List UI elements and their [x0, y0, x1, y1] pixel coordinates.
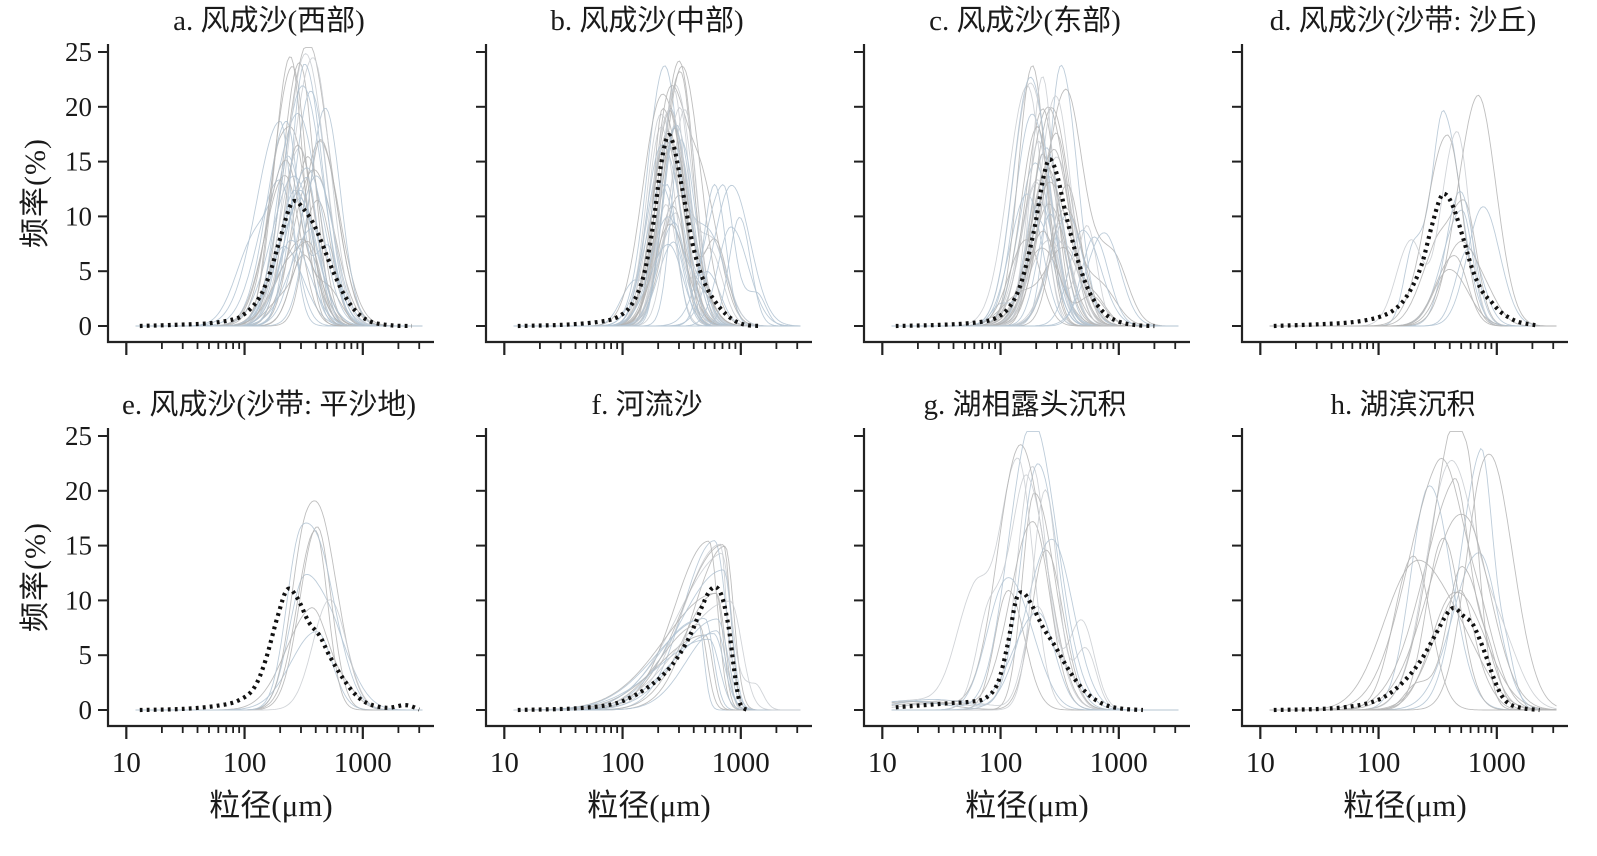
svg-text:10: 10 — [112, 747, 141, 779]
panel-f-plot: 10 100 1000 — [476, 428, 812, 779]
svg-text:10: 10 — [1246, 747, 1275, 779]
svg-text:0: 0 — [79, 695, 93, 725]
svg-text:10: 10 — [490, 747, 519, 779]
panel-b: b. 风成沙(中部) — [442, 2, 820, 362]
svg-text:20: 20 — [65, 476, 92, 506]
panel-c-title: c. 风成沙(东部) — [929, 5, 1121, 37]
y-axis-gutter-row1: 频率(%) — [0, 28, 64, 358]
panel-d-title: d. 风成沙(沙带: 沙丘) — [1269, 5, 1537, 37]
panel-b-plot — [476, 44, 812, 355]
panel-a-title: a. 风成沙(西部) — [173, 5, 365, 37]
panel-e: e. 风成沙(沙带: 平沙地) 0 5 10 15 20 25 10 100 1000 粒径(μ… — [64, 386, 442, 828]
svg-text:1000: 1000 — [334, 747, 392, 779]
svg-text:5: 5 — [79, 640, 93, 670]
svg-text:25: 25 — [65, 37, 92, 67]
panel-d: d. 风成沙(沙带: 沙丘) — [1198, 2, 1576, 362]
svg-text:1000: 1000 — [1468, 747, 1526, 779]
svg-text:15: 15 — [65, 531, 92, 561]
x-axis-title-col1: 粒径(μm) — [209, 788, 333, 823]
svg-text:5: 5 — [79, 256, 93, 286]
y-axis-title-row1: 频率(%) — [19, 138, 53, 248]
svg-text:100: 100 — [1357, 747, 1401, 779]
svg-text:100: 100 — [979, 747, 1023, 779]
panel-b-title: b. 风成沙(中部) — [550, 5, 744, 37]
svg-text:10: 10 — [868, 747, 897, 779]
panel-g-title: g. 湖相露头沉积 — [923, 389, 1127, 421]
panel-c-plot — [854, 44, 1190, 355]
figure-row-1: 频率(%) a. 风成沙(西部) 0 5 10 15 20 25 b. 风成沙(中部) c… — [0, 2, 1597, 362]
svg-text:1000: 1000 — [1090, 747, 1148, 779]
panel-e-title: e. 风成沙(沙带: 平沙地) — [122, 389, 416, 421]
svg-text:1000: 1000 — [712, 747, 770, 779]
svg-text:25: 25 — [65, 421, 92, 451]
panel-e-plot: 0 5 10 15 20 25 10 100 1000 — [65, 421, 434, 779]
panel-f: f. 河流沙 10 100 1000 粒径(μm) — [442, 386, 820, 828]
panel-h: h. 湖滨沉积 10 100 1000 粒径(μm) — [1198, 386, 1576, 828]
svg-text:15: 15 — [65, 147, 92, 177]
panel-h-plot: 10 100 1000 — [1232, 428, 1568, 779]
x-axis-title-col3: 粒径(μm) — [965, 788, 1089, 823]
x-axis-title-col2: 粒径(μm) — [587, 788, 711, 823]
panel-a-plot: 0 5 10 15 20 25 — [65, 37, 434, 355]
svg-text:10: 10 — [65, 585, 92, 615]
panel-h-title: h. 湖滨沉积 — [1330, 389, 1476, 421]
panel-a: a. 风成沙(西部) 0 5 10 15 20 25 — [64, 2, 442, 362]
y-axis-gutter-row2: 频率(%) — [0, 412, 64, 742]
svg-text:10: 10 — [65, 201, 92, 231]
svg-text:100: 100 — [223, 747, 267, 779]
panel-d-plot — [1232, 44, 1568, 355]
y-axis-title-row2: 频率(%) — [19, 522, 53, 632]
svg-text:20: 20 — [65, 92, 92, 122]
panel-g: g. 湖相露头沉积 10 100 1000 粒径(μm) — [820, 386, 1198, 828]
panel-c: c. 风成沙(东部) — [820, 2, 1198, 362]
svg-text:0: 0 — [79, 311, 93, 341]
panel-f-title: f. 河流沙 — [591, 389, 703, 421]
x-axis-title-col4: 粒径(μm) — [1343, 788, 1467, 823]
figure-row-2: 频率(%) e. 风成沙(沙带: 平沙地) 0 5 10 15 20 25 10 100 100… — [0, 386, 1597, 828]
svg-text:100: 100 — [601, 747, 645, 779]
panel-g-plot: 10 100 1000 — [854, 428, 1190, 779]
